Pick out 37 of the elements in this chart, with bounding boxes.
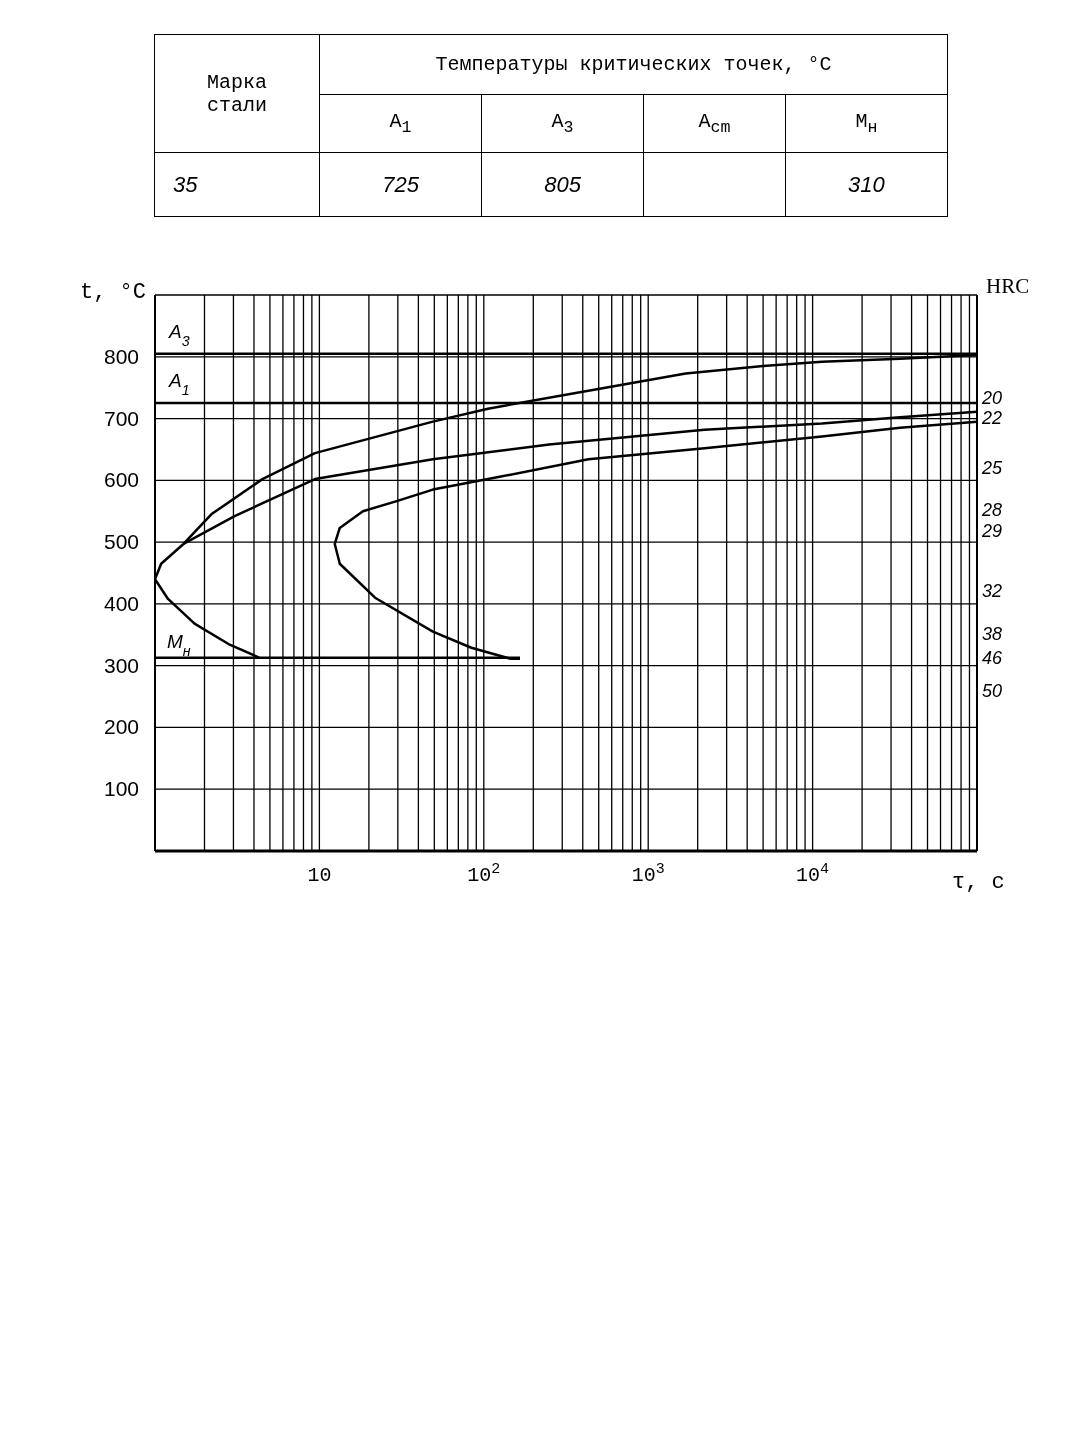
y-tick-label: 100 — [103, 777, 139, 801]
text: 22 — [982, 408, 1003, 428]
x-tick-label: 10$^{3}$ — [631, 860, 665, 887]
text: A$_{cm}$ — [698, 110, 731, 137]
text: 20 — [982, 388, 1003, 408]
x-axis-title: τ, с — [952, 870, 1005, 895]
y-axis-title: t, °C — [80, 280, 147, 305]
text: 29 — [982, 521, 1003, 541]
text: 50 — [982, 681, 1003, 701]
y-tick-label: 600 — [103, 468, 139, 492]
text: 28 — [982, 500, 1003, 520]
y-tick-label: 300 — [103, 653, 139, 677]
text: HRC — [986, 274, 1030, 298]
x-tick-label: 10$^{2}$ — [467, 860, 501, 887]
x-tick-label: 10 — [307, 864, 332, 887]
text: 38 — [982, 624, 1003, 644]
text: 46 — [982, 648, 1003, 668]
y-tick-label: 200 — [103, 715, 139, 739]
text: 32 — [982, 581, 1003, 601]
text: Температуры критических точек, °C — [435, 53, 832, 76]
text: 25 — [982, 458, 1003, 478]
text: 805 — [544, 171, 581, 197]
text: Марка стали — [206, 70, 268, 117]
text: A$_{1}$ — [389, 110, 412, 137]
ref-line-label: A$_{3}$ — [168, 320, 190, 349]
ref-line-label: A$_{1}$ — [168, 370, 190, 399]
y-tick-label: 700 — [103, 406, 139, 430]
x-tick-label: 10$^{4}$ — [796, 860, 830, 887]
y-tick-label: 500 — [103, 530, 139, 554]
text: 35 — [173, 171, 198, 197]
y-tick-label: 800 — [103, 344, 139, 368]
text: 725 — [382, 171, 419, 197]
text: 310 — [848, 171, 885, 197]
text: A$_{3}$ — [551, 110, 574, 137]
y-tick-label: 400 — [103, 591, 139, 615]
text: M$_{н}$ — [855, 110, 878, 137]
series-label: M$_{н}$ — [167, 630, 191, 659]
